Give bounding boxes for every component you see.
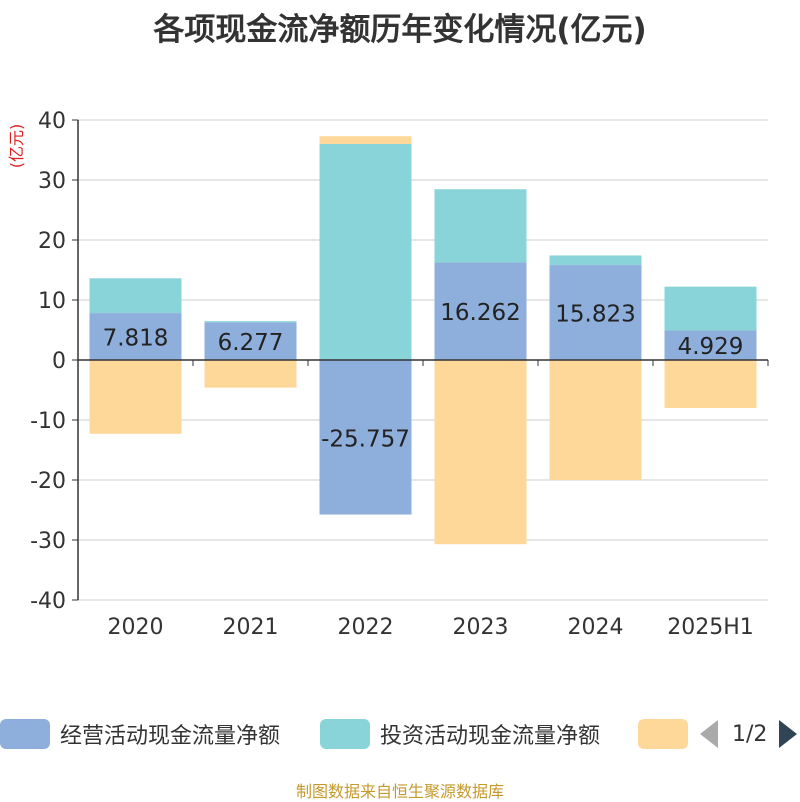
y-tick-label: 30 [38,169,66,194]
data-label-2022: -25.757 [321,426,410,452]
bar-2021-series-1[interactable] [204,321,297,323]
legend-swatch-financing [638,719,688,749]
data-labels: 7.818 6.277 -25.757 16.262 15.823 4.929 [103,300,744,452]
x-tick-label: 2025H1 [667,615,754,640]
y-tick-label: 0 [52,349,66,374]
bar-2025H1-series-1[interactable] [664,286,757,331]
bar-2024-series-1[interactable] [549,255,642,266]
gridlines [78,119,768,601]
data-label-2025H1: 4.929 [678,334,744,360]
bar-2022-series-2[interactable] [319,136,412,144]
data-label-2021: 6.277 [218,330,284,356]
legend-item-operating[interactable]: 经营活动现金流量净额 [0,716,280,752]
x-tick-label: 2021 [223,615,279,640]
legend-prev-page-icon[interactable] [700,720,718,748]
axes: 40 30 20 10 0 -10 -20 -30 -40 (亿元) 2020 2021 2022 202… [7,109,769,640]
data-label-2024: 15.823 [555,302,635,328]
bar-2024-series-2[interactable] [549,360,642,480]
legend-label-operating: 经营活动现金流量净额 [60,724,281,749]
bar-2021-series-0[interactable] [204,322,297,360]
bar-2023-series-2[interactable] [434,360,527,545]
bar-2024-series-0[interactable] [549,265,642,360]
legend-swatch-operating [0,719,50,749]
bar-chart: 40 30 20 10 0 -10 -20 -30 -40 (亿元) 2020 2021 2022 202… [7,109,769,640]
source-note: 制图数据来自恒生聚源数据库 [295,782,504,801]
bar-2022-series-0[interactable] [319,360,412,515]
y-tick-label: -40 [30,589,66,614]
bar-2021-series-2[interactable] [204,360,297,388]
bars [89,136,757,545]
legend-item-financing[interactable] [638,716,698,752]
bar-2020-series-2[interactable] [89,360,182,434]
legend-item-investing[interactable]: 投资活动现金流量净额 [320,716,600,752]
bar-2025H1-series-0[interactable] [664,330,757,360]
y-tick-label: 40 [38,109,66,134]
legend-pager: 1/2 [700,718,798,750]
y-tick-label: -30 [30,529,66,554]
legend-next-page-icon[interactable] [779,720,798,748]
y-tick-label: -20 [30,469,66,494]
y-tick-label: 20 [38,229,66,254]
legend-swatch-investing [320,719,370,749]
bar-2023-series-0[interactable] [434,262,527,360]
legend-page-indicator: 1/2 [732,721,768,747]
x-tick-label: 2024 [568,615,624,640]
data-label-2023: 16.262 [440,300,520,326]
bar-2023-series-1[interactable] [434,189,527,263]
y-tick-label: 10 [38,289,66,314]
x-tick-label: 2023 [453,615,509,640]
legend: 经营活动现金流量净额 投资活动现金流量净额 1/2 [0,716,800,752]
chart-title: 各项现金流净额历年变化情况(亿元) [153,12,647,48]
bar-2020-series-1[interactable] [89,278,182,314]
y-axis-label: (亿元) [7,124,26,169]
x-tick-label: 2022 [338,615,394,640]
x-tick-label: 2020 [108,615,164,640]
y-tick-label: -10 [30,409,66,434]
data-label-2020: 7.818 [103,326,169,352]
bar-2020-series-0[interactable] [89,313,182,360]
bar-2025H1-series-2[interactable] [664,360,757,408]
legend-label-investing: 投资活动现金流量净额 [380,724,601,749]
bar-2022-series-1[interactable] [319,144,412,360]
